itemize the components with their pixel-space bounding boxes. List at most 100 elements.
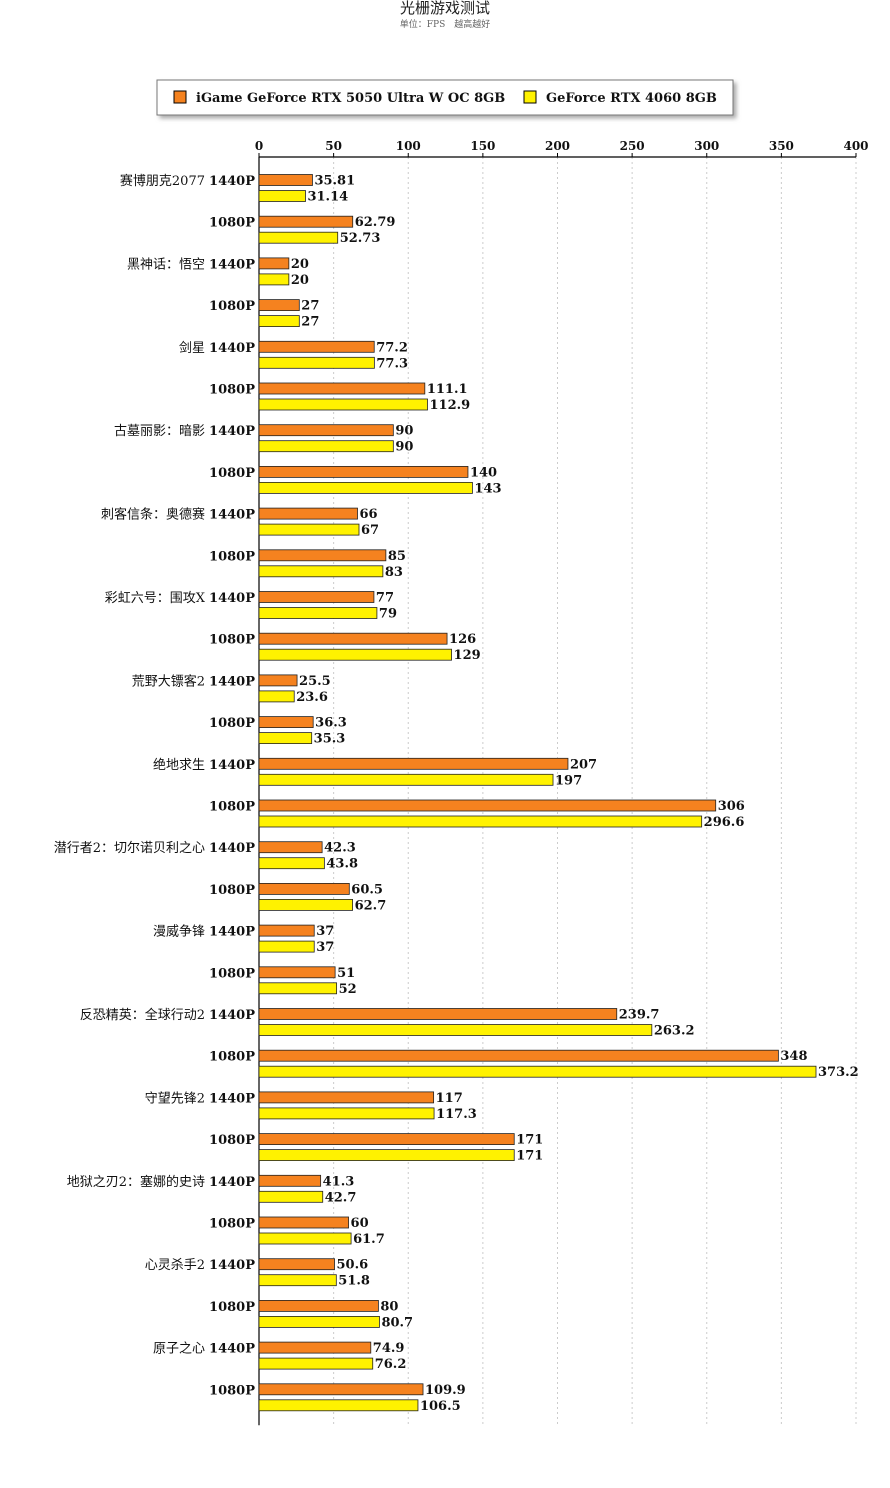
game-label: 荒野大镖客2	[132, 673, 205, 689]
bar-series-1	[258, 1300, 379, 1312]
data-label: 36.3	[315, 716, 347, 731]
bar-series-2	[258, 523, 360, 536]
resolution-label: 1440P	[209, 841, 255, 856]
bar-series-2	[258, 857, 325, 870]
game-label: 原子之心	[153, 1342, 205, 1357]
bar-series-2	[258, 398, 428, 411]
bar-series-2	[258, 982, 338, 995]
resolution-label: 1440P	[209, 508, 255, 523]
data-label: 117	[436, 1091, 463, 1106]
resolution-label: 1080P	[209, 549, 255, 564]
bar-series-2	[258, 356, 375, 369]
bar-series-2	[258, 1024, 653, 1036]
resolution-label: 1440P	[209, 1175, 255, 1190]
game-label: 剑星	[179, 340, 205, 356]
game-label: 潜行者2：切尔诺贝利之心	[54, 841, 205, 856]
bar-series-2	[258, 231, 339, 244]
x-tick-label: 150	[470, 139, 495, 153]
data-label: 112.9	[430, 398, 471, 413]
legend-label-series-2: GeForce RTX 4060 8GB	[546, 91, 717, 106]
bar-series-2	[258, 1357, 374, 1370]
resolution-label: 1440P	[209, 674, 255, 689]
data-label: 306	[718, 799, 745, 814]
resolution-label: 1440P	[209, 424, 255, 439]
bar-series-1	[258, 465, 469, 478]
game-label: 刺客信条：奥德赛	[101, 507, 205, 523]
data-label: 106.5	[420, 1399, 461, 1414]
resolution-label: 1080P	[209, 633, 255, 648]
x-tick-label: 100	[396, 139, 421, 153]
legend-box	[156, 79, 734, 116]
data-label: 76.2	[375, 1357, 407, 1372]
game-label: 反恐精英：全球行动2	[80, 1007, 205, 1023]
bar-series-1	[258, 340, 375, 353]
data-label: 52.73	[340, 231, 381, 246]
bar-series-2	[258, 273, 290, 286]
bar-series-1	[258, 257, 290, 270]
game-label: 彩虹六号：围攻X	[105, 591, 206, 606]
data-label: 61.7	[353, 1232, 385, 1247]
resolution-label: 1080P	[209, 1217, 255, 1232]
legend-label-series-1: iGame GeForce RTX 5050 Ultra W OC 8GB	[196, 91, 505, 106]
bar-series-1	[258, 215, 354, 228]
bar-series-2	[258, 1274, 337, 1287]
legend-swatch-series-1	[173, 90, 187, 104]
game-label: 心灵杀手2	[145, 1258, 205, 1273]
bar-series-2	[258, 690, 295, 703]
x-tick-label: 250	[620, 139, 645, 153]
bar-series-2	[258, 940, 315, 953]
x-tick-label: 0	[255, 139, 263, 153]
bar-series-2	[258, 815, 703, 828]
data-label: 37	[316, 924, 334, 939]
resolution-label: 1080P	[209, 216, 255, 231]
bar-series-2	[258, 1065, 817, 1078]
resolution-label: 1440P	[209, 1008, 255, 1023]
x-tick-label: 50	[325, 139, 342, 153]
bar-series-2	[258, 899, 353, 911]
data-label: 77	[376, 591, 394, 606]
resolution-label: 1440P	[209, 174, 255, 189]
resolution-label: 1440P	[209, 341, 255, 356]
data-label: 51.8	[338, 1274, 370, 1289]
data-label: 109.9	[425, 1383, 466, 1398]
chart-subtitle: 单位：FPS 越高越好	[400, 18, 490, 30]
data-label: 143	[474, 481, 501, 496]
data-label: 77.3	[376, 356, 408, 371]
data-label: 80.7	[381, 1315, 413, 1330]
data-label: 296.6	[704, 815, 745, 830]
legend: iGame GeForce RTX 5050 Ultra W OC 8GB Ge…	[156, 79, 734, 116]
bar-series-2	[258, 190, 306, 202]
bar-series-1	[258, 507, 358, 520]
bar-series-1	[258, 424, 394, 437]
bar-series-1	[258, 1216, 349, 1229]
data-label: 171	[516, 1133, 543, 1148]
resolution-label: 1080P	[209, 1050, 255, 1065]
bar-series-1	[258, 1008, 618, 1020]
bar-series-2	[258, 1316, 380, 1328]
data-label: 43.8	[326, 857, 358, 872]
data-label: 90	[395, 424, 413, 439]
resolution-label: 1440P	[209, 591, 255, 606]
bar-series-1	[258, 757, 569, 770]
data-label: 79	[379, 607, 397, 622]
resolution-label: 1080P	[209, 1133, 255, 1148]
bar-series-2	[258, 1232, 352, 1245]
bar-series-1	[258, 1091, 435, 1104]
data-label: 23.6	[296, 690, 328, 705]
bar-series-2	[258, 732, 313, 744]
data-label: 207	[570, 757, 597, 772]
bar-series-1	[258, 632, 448, 645]
data-label: 52	[339, 982, 357, 997]
data-label: 27	[301, 315, 319, 330]
data-label: 90	[395, 440, 413, 455]
data-label: 263.2	[654, 1024, 695, 1039]
bar-series-1	[258, 924, 315, 937]
bar-series-1	[258, 299, 300, 312]
data-label: 197	[555, 773, 582, 788]
category-labels: 赛博朋克2077 1440P 1080P 黑神话：悟空 1440P 1080P 剑星 1440…	[54, 173, 255, 1398]
data-label: 62.79	[355, 215, 396, 230]
bar-series-1	[258, 1258, 335, 1271]
resolution-label: 1080P	[209, 966, 255, 981]
bar-series-2	[258, 1149, 515, 1161]
